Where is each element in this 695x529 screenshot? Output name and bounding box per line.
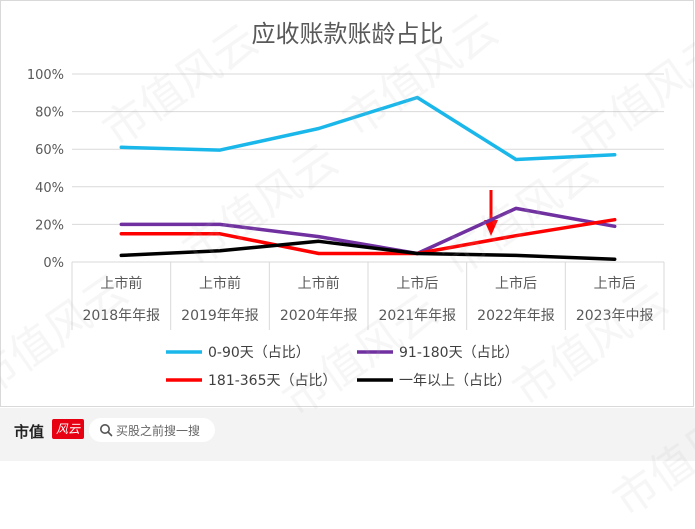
legend-label: 91-180天（占比） [399,345,519,361]
legend-label: 一年以上（占比） [399,373,511,389]
x-category-group-label: 上市后 [495,275,537,292]
y-axis-ticks: 0% 20% 40% 60% 80% 100% [27,68,64,271]
x-category-group-label: 上市前 [100,275,142,292]
x-category-group-label: 上市后 [594,275,636,292]
x-category-group-label: 上市前 [298,275,340,292]
series-line [119,206,617,256]
series-line [119,95,617,162]
x-category-group-label: 上市后 [396,275,438,292]
legend-label: 181-365天（占比） [208,373,337,389]
x-category-label: 2023年中报 [576,308,654,324]
annotation-arrow [484,190,498,236]
search-icon[interactable] [99,423,113,437]
x-axis-categories: 上市前2018年年报上市前2019年年报上市前2020年年报上市后2021年年报… [71,262,665,330]
search-box[interactable] [89,418,215,442]
legend: 0-90天（占比） 91-180天（占比） 181-365天（占比） 一年以上（占比） [166,345,519,389]
x-category-label: 2022年年报 [477,308,555,324]
x-category-label: 2019年年报 [181,308,259,324]
y-tick-label: 100% [27,68,64,83]
series-line [119,239,617,261]
y-tick-label: 60% [35,143,64,158]
search-placeholder[interactable]: 买股之前搜一搜 [116,424,201,438]
y-tick-label: 80% [35,106,64,121]
series-lines [119,95,617,261]
arrow-head [484,220,498,236]
y-tick-label: 20% [35,218,64,233]
series-line [119,217,617,256]
line-chart: 0%20%40%60%80%100% 上市前2018年年报上市前2019年年报上… [27,68,665,389]
x-category-label: 2018年年报 [83,308,161,324]
brand-logo: 风云 [52,419,84,439]
x-category-group-label: 上市前 [199,275,241,292]
x-category-label: 2021年年报 [379,308,457,324]
brand-name: 市值 [14,423,45,441]
chart-frame [0,0,694,407]
legend-label: 0-90天（占比） [208,345,310,361]
chart-title: 应收账款账龄占比 [251,20,444,48]
y-tick-label: 40% [35,181,64,196]
x-category-label: 2020年年报 [280,308,358,324]
y-tick-label: 0% [43,256,64,271]
